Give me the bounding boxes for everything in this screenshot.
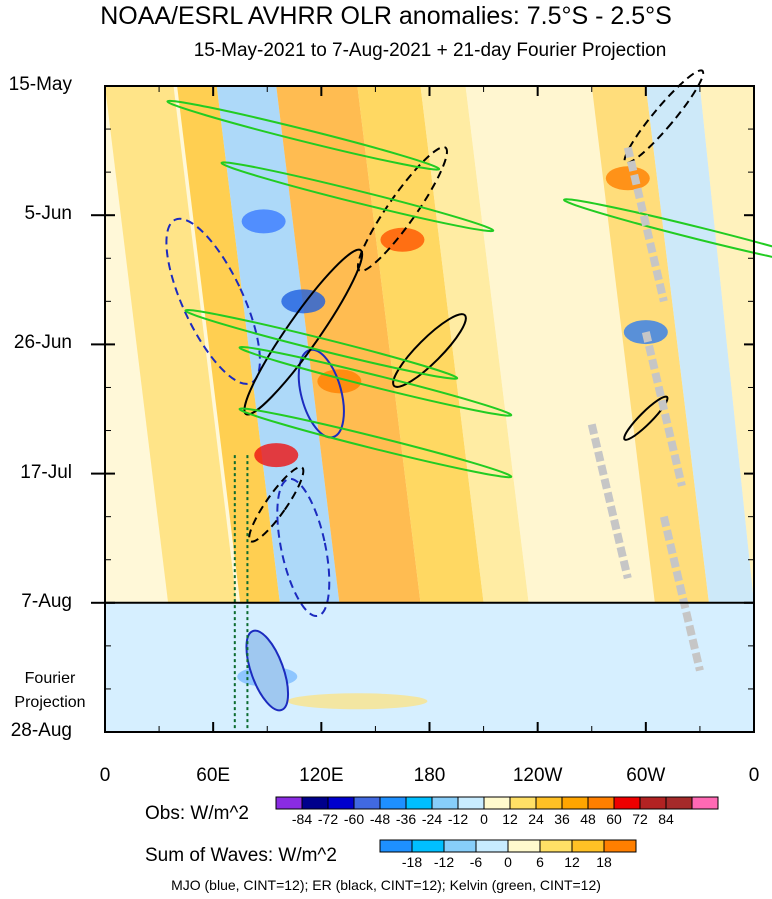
- waves-colorbar-swatch-6: [571, 839, 605, 853]
- er-contour-1: [243, 248, 364, 416]
- obs-colorbar-tick-label: 72: [632, 811, 648, 827]
- obs-colorbar-swatch-8: [483, 796, 511, 810]
- mjo-contour-1: [245, 629, 290, 712]
- waves-colorbar-title: Sum of Waves: W/m^2: [145, 845, 337, 866]
- fourier-label-2: Projection: [14, 694, 86, 711]
- band-west: [105, 86, 237, 603]
- chart-title: NOAA/ESRL AVHRR OLR anomalies: 7.5°S - 2…: [100, 2, 672, 30]
- projection-spot-2: [287, 693, 428, 710]
- waves-colorbar-swatch-2: [443, 839, 477, 853]
- obs-colorbar-tick-label: 48: [580, 811, 596, 827]
- obs-colorbar-tick-label: -12: [447, 811, 469, 827]
- obs-colorbar-swatch-1: [301, 796, 329, 810]
- anomaly-spot-3: [605, 166, 650, 191]
- x-tick-label: 0: [99, 765, 111, 786]
- missing-data-3: [587, 423, 632, 580]
- waves-colorbar-tick-label: -6: [469, 854, 483, 870]
- kelvin-contour-6: [563, 198, 772, 270]
- waves-colorbar-swatch-7: [603, 839, 637, 853]
- kelvin-contour-5: [238, 407, 513, 479]
- band-a: [177, 86, 280, 603]
- obs-colorbar-tick-label: -36: [395, 811, 417, 827]
- obs-colorbar-swatch-13: [613, 796, 641, 810]
- x-tick-label: 120E: [299, 765, 344, 786]
- obs-colorbar-swatch-14: [639, 796, 667, 810]
- waves-colorbar-tick-label: 18: [596, 854, 612, 870]
- y-tick-label: 17-Jul: [20, 461, 72, 483]
- er-contour-5: [623, 395, 669, 441]
- obs-colorbar-swatch-15: [665, 796, 693, 810]
- obs-colorbar-tick-label: 60: [606, 811, 622, 827]
- obs-colorbar-swatch-0: [275, 796, 303, 810]
- missing-data-2: [659, 515, 704, 672]
- band-d: [357, 86, 484, 603]
- x-tick-label: 60E: [196, 765, 231, 786]
- waves-colorbar-swatch-4: [507, 839, 541, 853]
- obs-colorbar-tick-label: 84: [658, 811, 674, 827]
- obs-colorbar-swatch-12: [587, 796, 615, 810]
- anomaly-spot-1: [254, 443, 299, 468]
- contour-legend: MJO (blue, CINT=12); ER (black, CINT=12)…: [171, 877, 601, 893]
- x-tick-label: 180: [413, 765, 446, 786]
- obs-colorbar-tick-label: -84: [291, 811, 313, 827]
- obs-colorbar-tick-label: -60: [343, 811, 365, 827]
- kelvin-contour-4: [238, 345, 513, 417]
- projection-background: [105, 602, 754, 732]
- y-tick-label: 5-Jun: [24, 203, 72, 225]
- anomaly-spot-0: [380, 227, 425, 252]
- kelvin-contour-1: [166, 99, 441, 171]
- mjo-contour-4: [276, 477, 331, 618]
- obs-colorbar-tick-label: -24: [421, 811, 443, 827]
- x-tick-label: 120W: [512, 765, 563, 786]
- fourier-label-1: Fourier: [24, 670, 76, 687]
- obs-colorbar-swatch-11: [561, 796, 589, 810]
- obs-colorbar-tick-label: -48: [369, 811, 391, 827]
- waves-colorbar-swatch-5: [539, 839, 573, 853]
- y-tick-label: 15-May: [8, 74, 72, 95]
- obs-colorbar-swatch-6: [431, 796, 459, 810]
- er-contour-4: [623, 69, 705, 165]
- y-tick-label: 26-Jun: [13, 332, 72, 354]
- obs-colorbar-swatch-9: [509, 796, 537, 810]
- y-tick-label: 28-Aug: [10, 720, 72, 741]
- obs-colorbar-tick-label: 24: [528, 811, 544, 827]
- obs-colorbar-swatch-2: [327, 796, 355, 810]
- kelvin-contour-2: [220, 161, 495, 233]
- er-contour-3: [392, 313, 467, 388]
- obs-colorbar-tick-label: 36: [554, 811, 570, 827]
- missing-data-1: [641, 331, 686, 487]
- anomaly-spot-4: [281, 289, 326, 314]
- waves-colorbar-swatch-1: [411, 839, 445, 853]
- obs-colorbar-swatch-4: [379, 796, 407, 810]
- obs-colorbar-swatch-16: [691, 796, 719, 810]
- obs-colorbar-swatch-5: [405, 796, 433, 810]
- x-tick-label: 0: [748, 765, 760, 786]
- x-tick-label: 60W: [626, 765, 666, 786]
- waves-colorbar-tick-label: 0: [504, 854, 512, 870]
- kelvin-contour-3: [184, 309, 459, 380]
- missing-data-0: [623, 146, 668, 303]
- obs-colorbar-tick-label: -72: [317, 811, 339, 827]
- obs-colorbar-tick-label: 12: [502, 811, 518, 827]
- anomaly-spot-5: [241, 209, 286, 234]
- obs-colorbar-swatch-10: [535, 796, 563, 810]
- waves-colorbar-tick-label: -12: [433, 854, 455, 870]
- mjo-contour-2: [165, 217, 261, 385]
- waves-colorbar-swatch-0: [379, 839, 413, 853]
- er-contour-6: [248, 466, 305, 543]
- waves-colorbar-tick-label: -18: [401, 854, 423, 870]
- waves-colorbar-swatch-3: [475, 839, 509, 853]
- waves-colorbar-tick-label: 6: [536, 854, 544, 870]
- band-g: [645, 86, 754, 603]
- obs-colorbar-tick-label: 0: [480, 811, 488, 827]
- obs-colorbar-swatch-3: [353, 796, 381, 810]
- y-tick-label: 7-Aug: [21, 590, 72, 612]
- waves-colorbar-tick-label: 12: [564, 854, 580, 870]
- band-h: [699, 86, 754, 603]
- chart-subtitle: 15-May-2021 to 7-Aug-2021 + 21-day Fouri…: [193, 40, 667, 61]
- obs-colorbar-swatch-7: [457, 796, 485, 810]
- obs-colorbar-title: Obs: W/m^2: [145, 803, 249, 824]
